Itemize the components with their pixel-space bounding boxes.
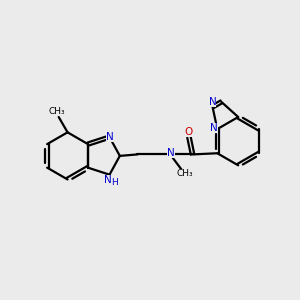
Text: N: N [209, 97, 216, 106]
Text: N: N [210, 123, 218, 133]
Text: CH₃: CH₃ [177, 169, 194, 178]
Text: H: H [111, 178, 118, 188]
Text: O: O [184, 127, 193, 137]
Text: N: N [106, 132, 114, 142]
Text: N: N [167, 148, 175, 158]
Text: N: N [104, 175, 112, 185]
Text: CH₃: CH₃ [49, 107, 66, 116]
